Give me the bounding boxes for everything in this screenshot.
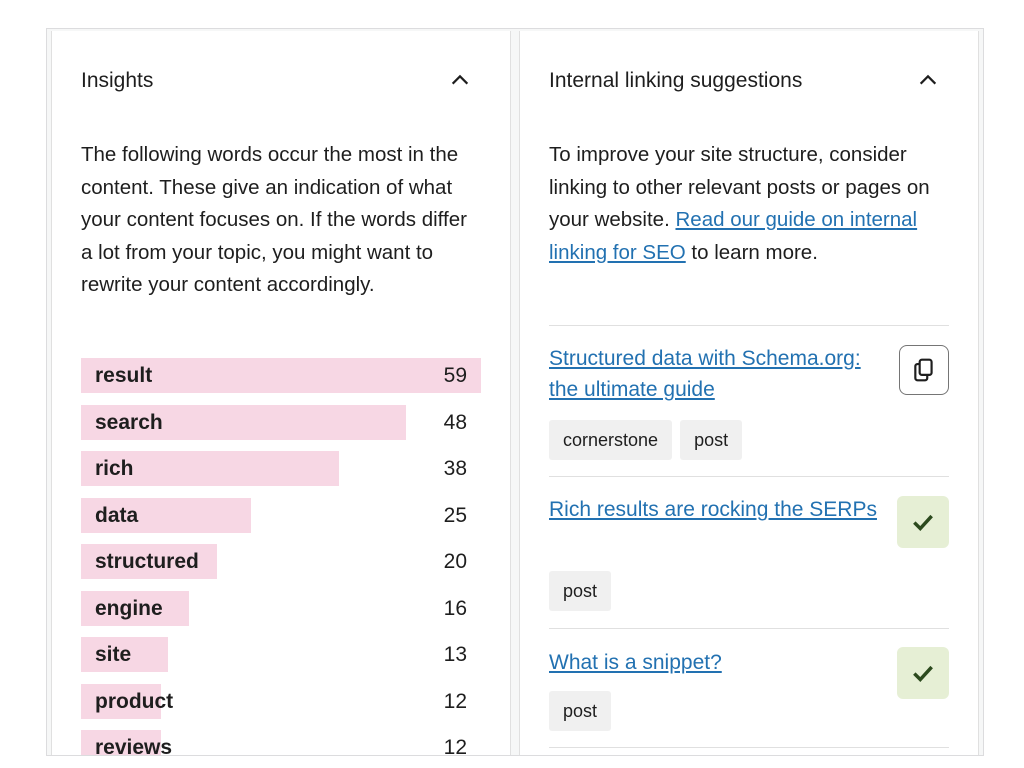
word-bar [81,637,169,672]
tag-post: post [549,691,612,731]
insights-description: The following words occur the most in th… [81,143,467,296]
word-bar [81,358,481,393]
word-bar [81,730,161,755]
word-bar [81,683,161,719]
divider [549,476,949,477]
word-label: structured [95,550,199,573]
word-count: 20 [443,550,467,573]
internal-linking-description: To improve your site structure, consider… [549,139,949,269]
linked-status-button[interactable] [897,647,949,699]
chevron-up-icon[interactable] [449,69,471,91]
suggestion-item: Structured data with Schema.org: the ult… [549,343,949,483]
divider [549,628,949,629]
internal-linking-panel: Internal linking suggestions To improve … [519,31,979,755]
word-label: engine [95,596,163,620]
suggestion-tags: post [549,571,612,611]
tag-post: post [549,571,612,611]
description-text: To improve your site structure, consider… [549,143,930,231]
suggestion-link[interactable]: What is a snippet? [549,651,722,674]
internal-linking-header[interactable]: Internal linking suggestions [549,65,949,97]
word-count: 25 [443,503,467,527]
tag-cornerstone: cornerstone [549,420,673,460]
word-count: 48 [443,410,467,434]
checkmark-icon [913,665,933,683]
word-count: 12 [443,689,467,713]
insights-title: Insights [81,69,154,92]
copy-link-button[interactable] [899,345,949,395]
word-row: rich 38 [81,451,481,498]
word-count: 38 [443,457,467,480]
word-label: reviews [95,736,173,755]
insights-panel: Insights The following words occur the m… [51,31,511,755]
word-bar [81,497,251,533]
copy-icon [914,358,933,382]
word-label: site [95,643,132,666]
suggestion-link[interactable]: Rich results are rocking the SERPs [549,498,877,521]
divider [549,747,949,748]
word-row: reviews 12 [81,730,481,755]
word-bar [81,544,217,579]
word-row: result 59 [81,358,481,405]
word-frequency-list: result 59 search 48 rich 38 data 25 stru… [81,358,481,755]
suggestion-item: What is a snippet? post [549,645,949,755]
divider [549,325,949,326]
word-row: structured 20 [81,544,481,591]
suggestion-tags: cornerstone post [549,420,743,460]
word-count: 59 [443,364,467,387]
word-row: search 48 [81,404,481,452]
linked-status-button[interactable] [897,496,949,548]
chevron-up-icon[interactable] [917,69,939,91]
word-bar [81,590,189,626]
internal-linking-title: Internal linking suggestions [549,69,803,92]
word-label: product [95,689,174,713]
tag-post: post [680,420,743,460]
internal-linking-guide-link[interactable]: Read our guide on internal linking for S… [549,208,918,264]
word-count: 13 [443,643,467,666]
word-label: data [95,503,139,527]
word-row: site 13 [81,637,481,684]
word-label: search [95,410,163,434]
word-count: 16 [443,596,467,620]
suggestion-tags: post [549,691,612,731]
word-label: rich [95,457,134,480]
word-label: result [95,364,153,387]
insights-header[interactable]: Insights [81,65,481,97]
checkmark-icon [913,514,933,532]
word-row: product 12 [81,683,481,731]
word-count: 12 [443,736,467,755]
word-bar [81,404,406,440]
suggestion-item: Rich results are rocking the SERPs post [549,494,949,634]
suggestion-link[interactable]: Structured data with Schema.org: the ult… [549,347,861,401]
description-tail: to learn more. [685,240,818,264]
editor-sidebar-frame: Insights The following words occur the m… [46,28,984,756]
word-row: data 25 [81,497,481,545]
word-bar [81,451,339,486]
word-row: engine 16 [81,590,481,638]
